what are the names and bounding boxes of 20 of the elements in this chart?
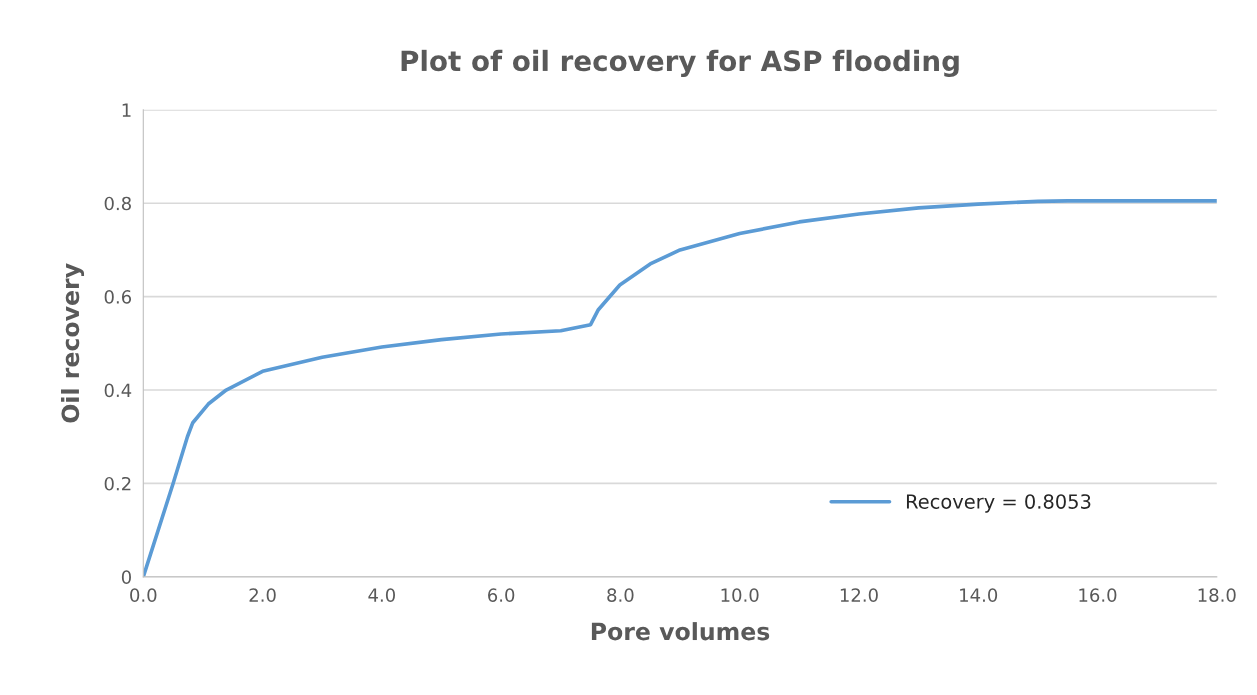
x-tick-label: 8.0 — [607, 588, 634, 602]
legend-label: Recovery = 0.8053 — [906, 494, 1091, 513]
x-tick-label: 0.0 — [130, 588, 157, 602]
y-axis-title: Oil recovery — [60, 263, 85, 423]
y-tick-label: 0 — [121, 570, 131, 584]
y-tick-label: 1 — [122, 103, 131, 117]
x-tick-label: 10.0 — [721, 588, 759, 602]
x-tick-label: 14.0 — [960, 588, 998, 602]
x-tick-label: 16.0 — [1079, 588, 1117, 602]
y-tick-label: 0.8 — [104, 196, 131, 211]
x-tick-label: 12.0 — [840, 588, 878, 602]
x-tick-label: 18.0 — [1198, 588, 1236, 602]
x-tick-label: 6.0 — [488, 588, 515, 602]
x-tick-label: 4.0 — [368, 588, 396, 602]
x-axis-title: Pore volumes — [591, 622, 770, 641]
y-tick-label: 0.4 — [104, 383, 132, 398]
y-tick-label: 0.2 — [104, 476, 131, 491]
y-tick-label: 0.6 — [104, 290, 132, 304]
x-tick-label: 2.0 — [249, 588, 276, 602]
chart-title: Plot of oil recovery for ASP flooding — [401, 49, 959, 77]
